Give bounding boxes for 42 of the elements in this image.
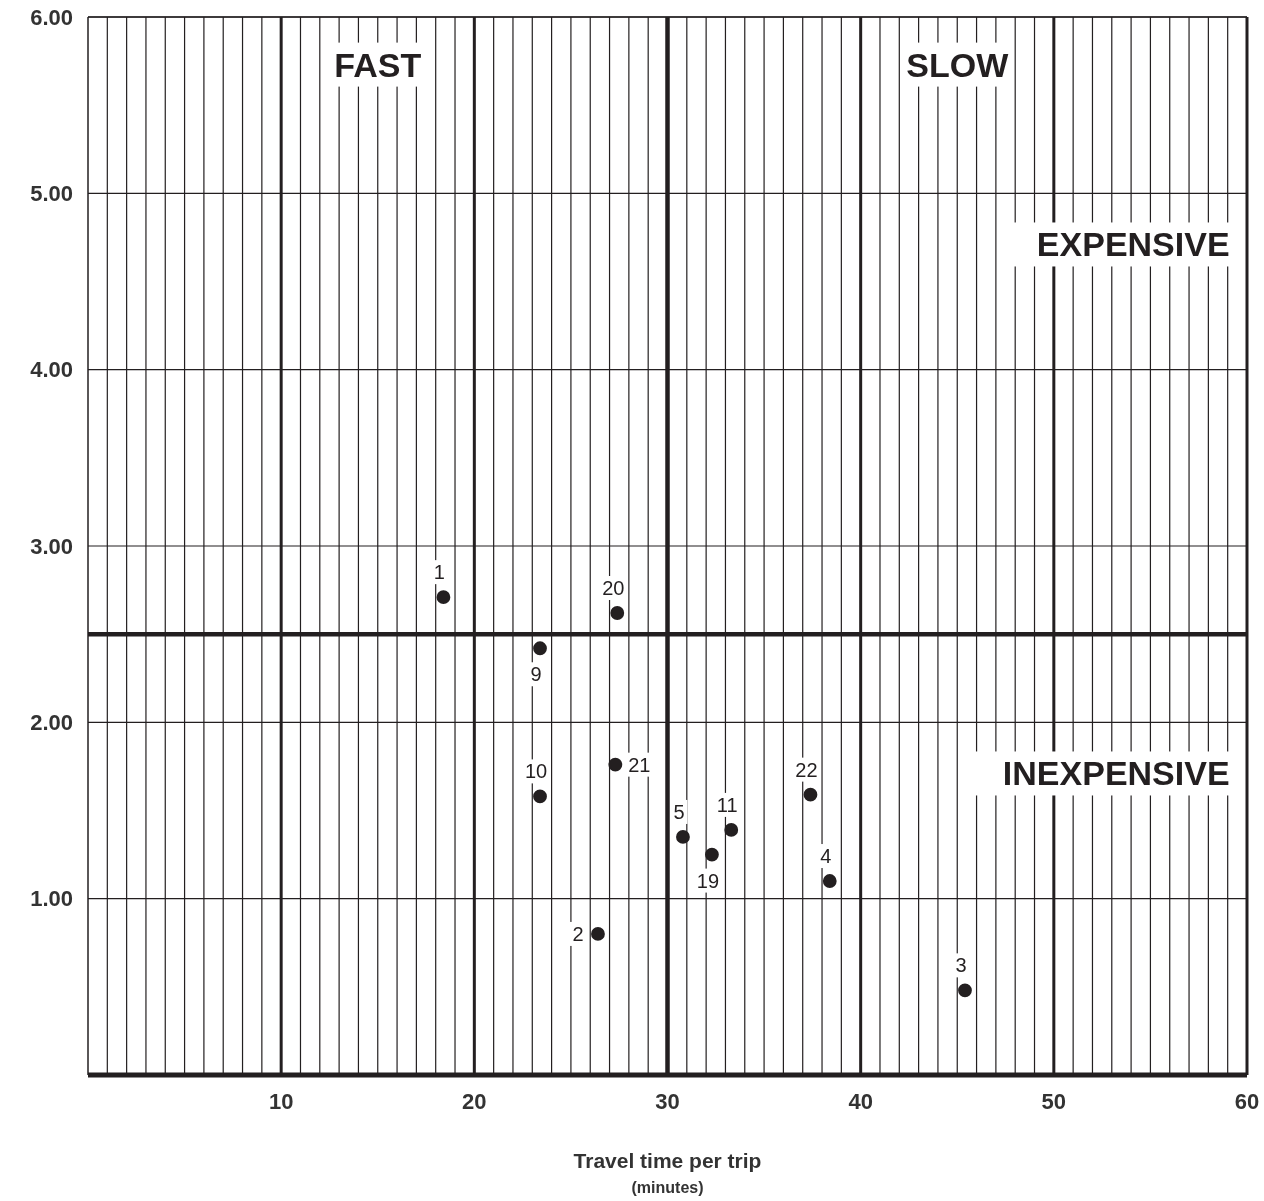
annotation: SLOW bbox=[906, 45, 1010, 84]
point bbox=[958, 983, 972, 998]
y-tick-label: 3.00 bbox=[30, 533, 73, 559]
annotation: 22 bbox=[795, 758, 818, 781]
point bbox=[436, 590, 451, 605]
x-tick-label: 10 bbox=[268, 1089, 294, 1114]
annotation: FAST bbox=[334, 45, 422, 84]
x-tick-label: 40 bbox=[848, 1089, 873, 1114]
point bbox=[533, 641, 547, 656]
annotation: 19 bbox=[696, 869, 720, 892]
point bbox=[822, 874, 837, 888]
annotation: 2 bbox=[572, 922, 584, 945]
annotation: 9 bbox=[530, 663, 542, 686]
point bbox=[803, 787, 818, 802]
annotation: INEXPENSIVE bbox=[1002, 754, 1230, 793]
annotation: 3 bbox=[955, 954, 967, 977]
annotation: 11 bbox=[716, 793, 738, 816]
y-tick-label: 5.00 bbox=[30, 181, 73, 207]
y-tick-label: 6.00 bbox=[30, 4, 73, 30]
point bbox=[705, 847, 719, 862]
annotation: 4 bbox=[820, 845, 832, 868]
y-tick-label: 1.00 bbox=[30, 886, 73, 912]
annotation: 10 bbox=[524, 760, 548, 783]
point bbox=[591, 927, 605, 941]
annotation: EXPENSIVE bbox=[1036, 225, 1230, 264]
annotation: 20 bbox=[602, 577, 625, 600]
x-axis-title: Travel time per trip bbox=[573, 1149, 762, 1172]
x-tick-label: 30 bbox=[655, 1089, 680, 1114]
annotation: 21 bbox=[628, 753, 651, 776]
y-tick-label: 2.00 bbox=[30, 710, 73, 736]
y-tick-label: 4.00 bbox=[30, 357, 73, 383]
point bbox=[608, 757, 623, 772]
point bbox=[533, 789, 547, 804]
annotation: 5 bbox=[673, 800, 685, 823]
point bbox=[724, 823, 739, 837]
text: (minutes) bbox=[631, 1179, 704, 1196]
x-tick-label: 20 bbox=[462, 1089, 487, 1114]
point bbox=[676, 830, 690, 844]
x-tick-label: 60 bbox=[1234, 1089, 1260, 1114]
point bbox=[610, 606, 625, 620]
annotation: 1 bbox=[433, 561, 445, 584]
x-tick-label: 50 bbox=[1041, 1089, 1067, 1114]
